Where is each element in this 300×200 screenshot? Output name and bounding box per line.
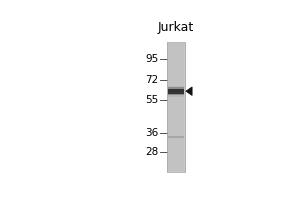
Bar xyxy=(168,86,184,90)
Bar xyxy=(168,136,184,138)
Text: 55: 55 xyxy=(145,95,158,105)
Bar xyxy=(168,87,184,92)
Polygon shape xyxy=(186,87,192,96)
Text: 95: 95 xyxy=(145,54,158,64)
Bar xyxy=(168,89,184,94)
Bar xyxy=(168,91,184,95)
Text: Jurkat: Jurkat xyxy=(158,21,194,34)
Text: 28: 28 xyxy=(145,147,158,157)
Bar xyxy=(167,42,185,172)
Bar xyxy=(168,43,184,171)
Text: 72: 72 xyxy=(145,75,158,85)
Text: 36: 36 xyxy=(145,128,158,138)
Bar xyxy=(168,92,184,97)
